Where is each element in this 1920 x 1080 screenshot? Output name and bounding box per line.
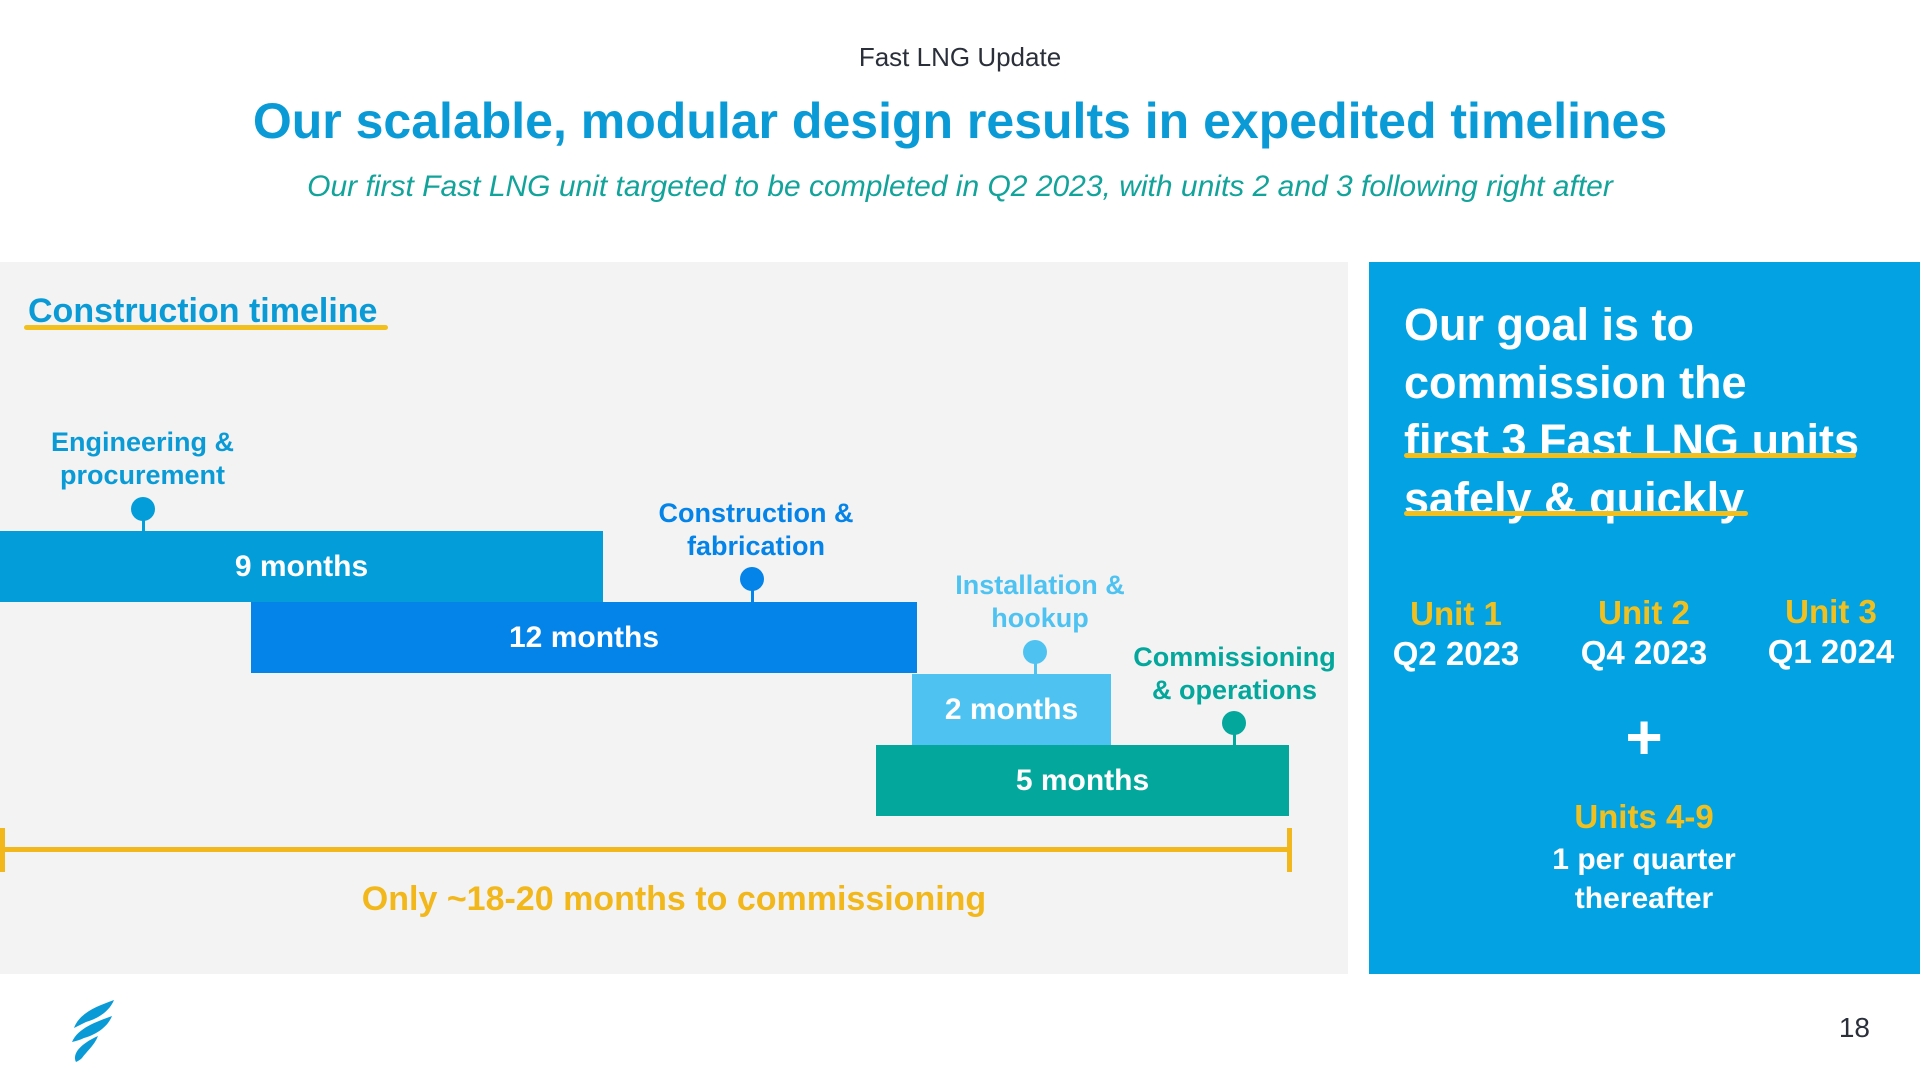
phase-marker-stem [1233, 732, 1236, 746]
duration-label: 12 months [508, 620, 660, 654]
flame-logo-icon [68, 998, 120, 1064]
goal-underline [1404, 511, 1748, 516]
span-end-tick [1287, 828, 1292, 872]
phase-bar-commissioning: 5 months [876, 745, 1289, 816]
unit-3-date: Q1 2024 [1767, 633, 1895, 670]
slide-title: Our scalable, modular design results in … [252, 93, 1668, 149]
phase-marker-engineering [131, 497, 155, 521]
phase-label-engineering: Engineering & procurement [50, 427, 234, 490]
page-number: 18 [1838, 1012, 1870, 1043]
goal-underline [1404, 453, 1856, 458]
duration-label: 5 months [1015, 763, 1150, 797]
unit-1-date: Q2 2023 [1392, 635, 1520, 672]
timeline-heading: Construction timeline [28, 292, 378, 330]
phase-marker-construction [740, 567, 764, 591]
phase-bar-engineering: 9 months [0, 531, 603, 602]
heading-underline [24, 325, 388, 330]
total-span-line [0, 847, 1292, 852]
slide-subtitle: Our first Fast LNG unit targeted to be c… [307, 170, 1613, 203]
phase-marker-stem [1034, 661, 1037, 675]
later-units-cadence: 1 per quarter thereafter [1552, 843, 1736, 915]
phase-marker-stem [751, 588, 754, 603]
span-start-tick [0, 828, 5, 872]
plus-sign: + [1625, 701, 1663, 773]
phase-label-construction: Construction & fabrication [658, 498, 854, 561]
unit-1-name: Unit 1 [1410, 595, 1502, 632]
goal-line: commission the [1404, 357, 1747, 408]
unit-2-name: Unit 2 [1598, 594, 1690, 631]
duration-label: 2 months [944, 692, 1079, 726]
phase-marker-commissioning [1222, 711, 1246, 735]
phase-marker-stem [142, 518, 145, 532]
unit-2-date: Q4 2023 [1580, 634, 1708, 671]
goal-line-emphasis: safely & quickly [1404, 473, 1745, 524]
duration-label: 9 months [234, 549, 369, 583]
phase-label-installation: Installation & hookup [955, 570, 1125, 633]
unit-3-name: Unit 3 [1785, 593, 1877, 630]
goal-panel [1369, 262, 1920, 974]
goal-statement: Our goal is to commission the first 3 Fa… [1404, 296, 1859, 528]
phase-bar-construction: 12 months [251, 602, 917, 673]
goal-line: Our goal is to [1404, 299, 1695, 350]
slide-kicker: Fast LNG Update [858, 42, 1062, 72]
later-units-name: Units 4-9 [1574, 798, 1714, 835]
phase-bar-installation: 2 months [912, 674, 1111, 745]
goal-line-emphasis: first 3 Fast LNG units [1404, 415, 1860, 466]
timeline-summary: Only ~18-20 months to commissioning [361, 880, 987, 918]
phase-label-commissioning: Commissioning & operations [1133, 642, 1336, 705]
phase-marker-installation [1023, 640, 1047, 664]
